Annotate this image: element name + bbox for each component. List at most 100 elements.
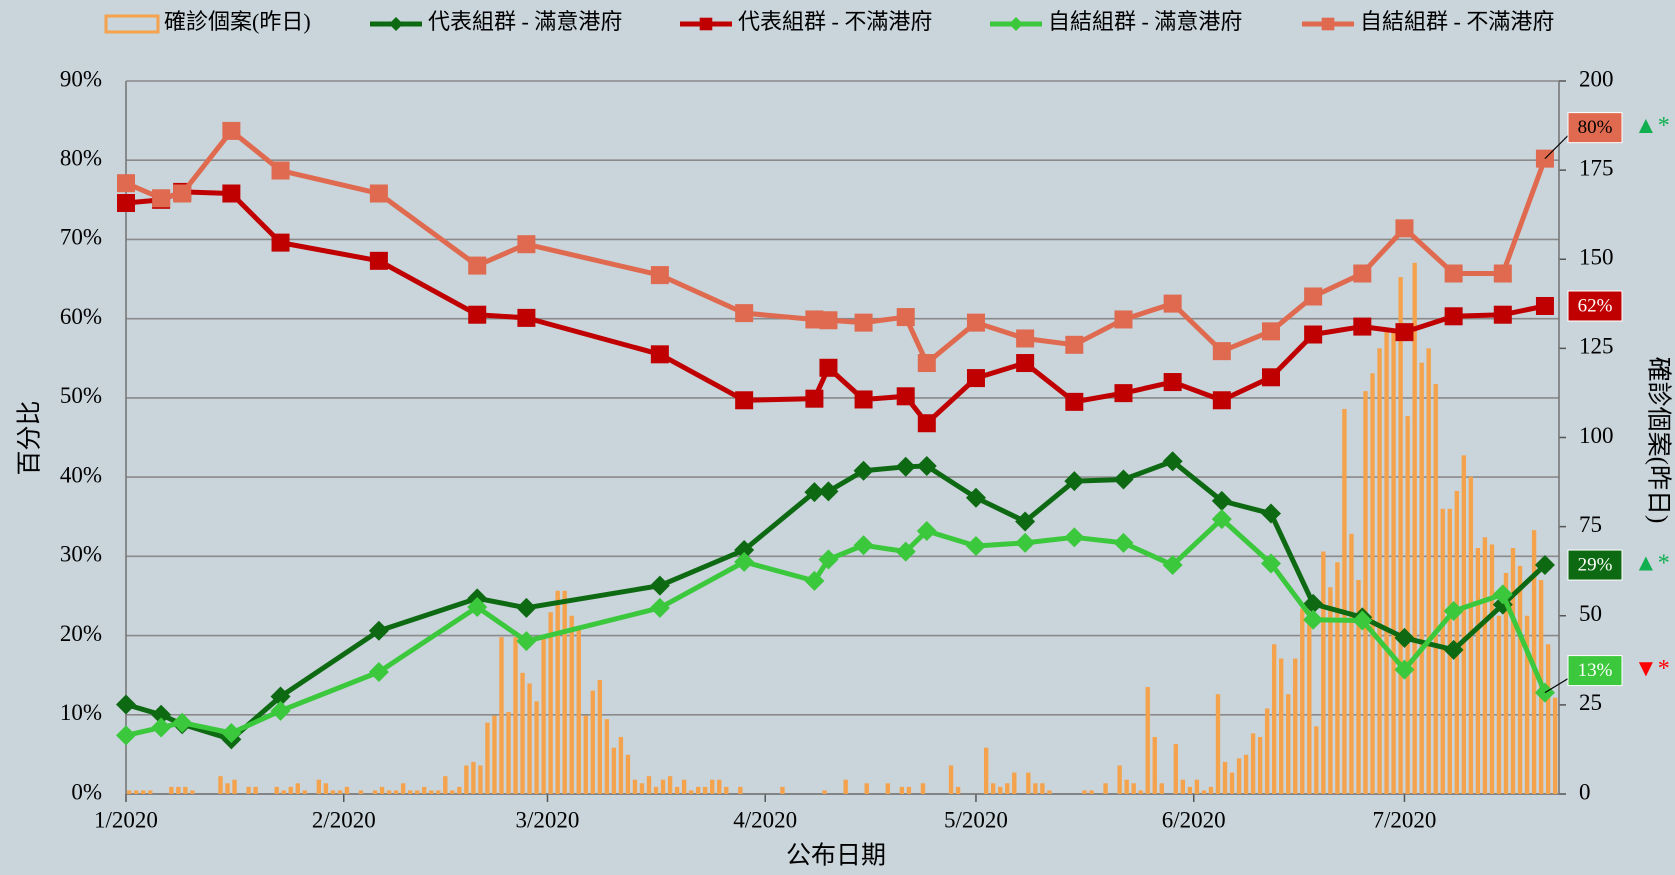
bar [1138, 790, 1143, 794]
bar [1391, 330, 1396, 794]
bar [920, 783, 926, 794]
value-label-box [1567, 290, 1623, 322]
bar [288, 786, 293, 794]
bar [1271, 644, 1277, 794]
bar [780, 786, 785, 794]
marker [734, 551, 755, 572]
bar [1398, 277, 1403, 794]
bar [534, 701, 539, 794]
bar [148, 790, 153, 794]
bar [1215, 694, 1221, 794]
marker [649, 597, 670, 618]
bar [295, 783, 300, 794]
y2-tick-label: 200 [1579, 66, 1614, 91]
bar [667, 776, 673, 794]
bar [991, 783, 996, 794]
marker [735, 391, 754, 410]
bar [1194, 779, 1200, 794]
bar [274, 786, 279, 794]
y-tick-label: 20% [60, 621, 102, 646]
bar [660, 779, 666, 794]
marker [966, 369, 985, 388]
bar [450, 790, 455, 794]
bar [323, 783, 329, 794]
x-tick-label: 4/2020 [733, 807, 797, 832]
marker [1395, 219, 1414, 238]
bar [169, 786, 174, 794]
marker [369, 251, 388, 270]
bar [1405, 416, 1410, 794]
marker [173, 184, 192, 203]
marker [966, 313, 985, 332]
bar [548, 612, 553, 794]
bar [703, 786, 708, 794]
annotation: ▲* [1634, 551, 1670, 577]
bar [1201, 790, 1207, 794]
bar [1356, 580, 1361, 794]
bar [1173, 744, 1179, 794]
marker [896, 387, 915, 406]
bar [1180, 779, 1186, 794]
bar [1257, 736, 1263, 794]
bar [590, 690, 595, 794]
bar [843, 779, 848, 794]
marker [468, 256, 487, 275]
bar [225, 783, 230, 794]
marker [1211, 490, 1232, 511]
marker [965, 487, 986, 508]
bar [232, 779, 237, 794]
bar [190, 790, 195, 794]
annotation: ▲* [1634, 113, 1670, 139]
bar [1040, 783, 1045, 794]
y2-tick-label: 175 [1579, 155, 1614, 180]
legend-marker [699, 17, 713, 31]
marker [818, 481, 839, 502]
y-tick-label: 0% [71, 779, 102, 804]
bar [1524, 615, 1530, 794]
bar [1026, 772, 1031, 794]
bar [541, 637, 546, 794]
y-tick-label: 50% [60, 383, 102, 408]
bar [183, 786, 188, 794]
bar [1012, 772, 1017, 794]
marker [516, 631, 537, 652]
marker [517, 308, 536, 327]
marker [805, 389, 824, 408]
bar [485, 722, 490, 794]
bar [822, 790, 827, 794]
marker [151, 704, 172, 725]
marker [1493, 305, 1512, 324]
line [125, 128, 1548, 366]
y2-tick-label: 25 [1579, 690, 1602, 715]
bar [1300, 608, 1305, 794]
marker [270, 700, 291, 721]
legend-label: 自結組群 - 不滿港府 [1360, 9, 1554, 34]
marker [819, 358, 838, 377]
bar [499, 637, 504, 794]
bar [1377, 348, 1382, 794]
bar [1419, 362, 1424, 794]
bar [1250, 733, 1256, 794]
bar [688, 790, 694, 794]
marker [1261, 368, 1280, 387]
y2-tick-label: 100 [1579, 423, 1614, 448]
marker [1065, 335, 1084, 354]
bar [218, 776, 223, 794]
bar [724, 786, 729, 794]
bar [471, 761, 476, 794]
bar [611, 747, 617, 794]
bar [1293, 658, 1298, 794]
bar [386, 790, 392, 794]
bar [1433, 384, 1438, 794]
bar [1496, 615, 1502, 794]
line [125, 189, 1546, 426]
bar [1307, 615, 1312, 794]
marker [368, 620, 389, 641]
marker [1444, 264, 1463, 283]
y2-tick-label: 75 [1579, 512, 1602, 537]
bar [492, 715, 497, 794]
bar [281, 790, 286, 794]
bar [625, 754, 631, 794]
bar [618, 736, 624, 794]
